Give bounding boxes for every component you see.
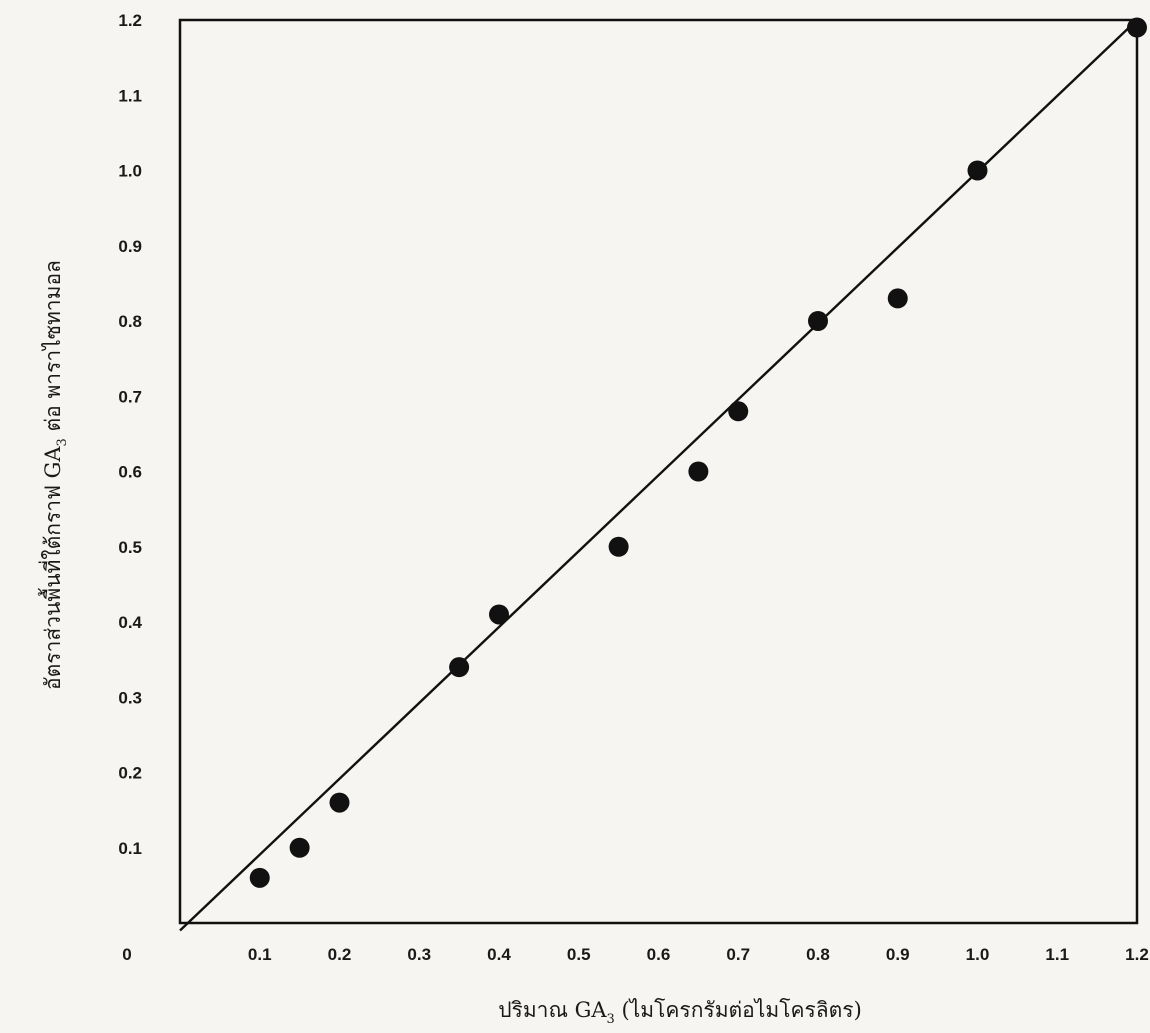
data-point-7 (688, 461, 709, 482)
x-tick-labels: 0 0.1 0.2 0.3 0.4 0.5 0.6 0.7 0.8 0.9 1.0 1.1 1.2 (122, 945, 1149, 964)
y-axis-title-suffix: ต่อ พาราไซทามอล (41, 260, 65, 438)
data-point-3 (329, 792, 350, 813)
x-tick-label: 1.0 (966, 945, 990, 964)
x-tick-label: 0.9 (886, 945, 910, 964)
x-tick-label: 0.2 (328, 945, 352, 964)
data-point-12 (1127, 17, 1147, 38)
y-tick-label: 0.4 (118, 613, 142, 632)
data-point-2 (289, 837, 310, 858)
x-tick-label: 0.1 (248, 945, 272, 964)
x-axis-title-sub: 3 (607, 1012, 615, 1027)
data-point-11 (967, 160, 988, 181)
points-layer (249, 17, 1147, 888)
y-axis-title: อัตราส่วนพื้นที่ใต้กราฟ GA3 ต่อ พาราไซทา… (38, 260, 70, 690)
y-tick-label: 0.8 (118, 312, 142, 331)
y-tick-label: 0.7 (118, 387, 142, 406)
data-point-1 (249, 867, 270, 888)
x-tick-label: 0.4 (487, 945, 511, 964)
y-tick-label: 0.9 (118, 237, 142, 256)
x-tick-label: 0.7 (726, 945, 750, 964)
y-axis-title-sub: 3 (55, 438, 70, 446)
x-tick-label: 0 (122, 945, 131, 964)
data-point-6 (608, 536, 629, 557)
y-axis-title-main: อัตราส่วนพื้นที่ใต้กราฟ GA (38, 446, 65, 690)
data-point-9 (808, 311, 828, 331)
y-tick-label: 0.1 (118, 839, 142, 858)
y-tick-label: 0.3 (118, 688, 142, 707)
x-tick-label: 1.2 (1125, 945, 1149, 964)
data-point-5 (489, 604, 509, 625)
x-axis-title-suffix: (ไมโครกรัมต่อไมโครลิตร) (615, 998, 862, 1022)
x-axis-title-main: ปริมาณ GA (498, 998, 607, 1022)
data-point-10 (887, 288, 908, 309)
y-tick-label: 1.0 (118, 162, 142, 181)
y-tick-label: 0.6 (118, 463, 142, 482)
x-tick-label: 0.3 (407, 945, 431, 964)
y-tick-labels: 0.1 0.2 0.3 0.4 0.5 0.6 0.7 0.8 0.9 1.0 1.1 1.2 (118, 11, 142, 858)
x-tick-label: 0.6 (647, 945, 671, 964)
y-tick-label: 1.2 (118, 11, 142, 30)
data-point-8 (728, 401, 749, 422)
x-tick-label: 0.8 (806, 945, 830, 964)
x-axis-title: ปริมาณ GA3 (ไมโครกรัมต่อไมโครลิตร) (498, 998, 862, 1027)
y-tick-label: 0.5 (118, 538, 142, 557)
x-tick-label: 0.5 (567, 945, 591, 964)
plot-frame (178, 18, 1139, 925)
x-tick-label: 1.1 (1045, 945, 1069, 964)
y-tick-label: 1.1 (118, 86, 142, 105)
data-point-4 (449, 657, 470, 678)
y-tick-label: 0.2 (118, 764, 142, 783)
